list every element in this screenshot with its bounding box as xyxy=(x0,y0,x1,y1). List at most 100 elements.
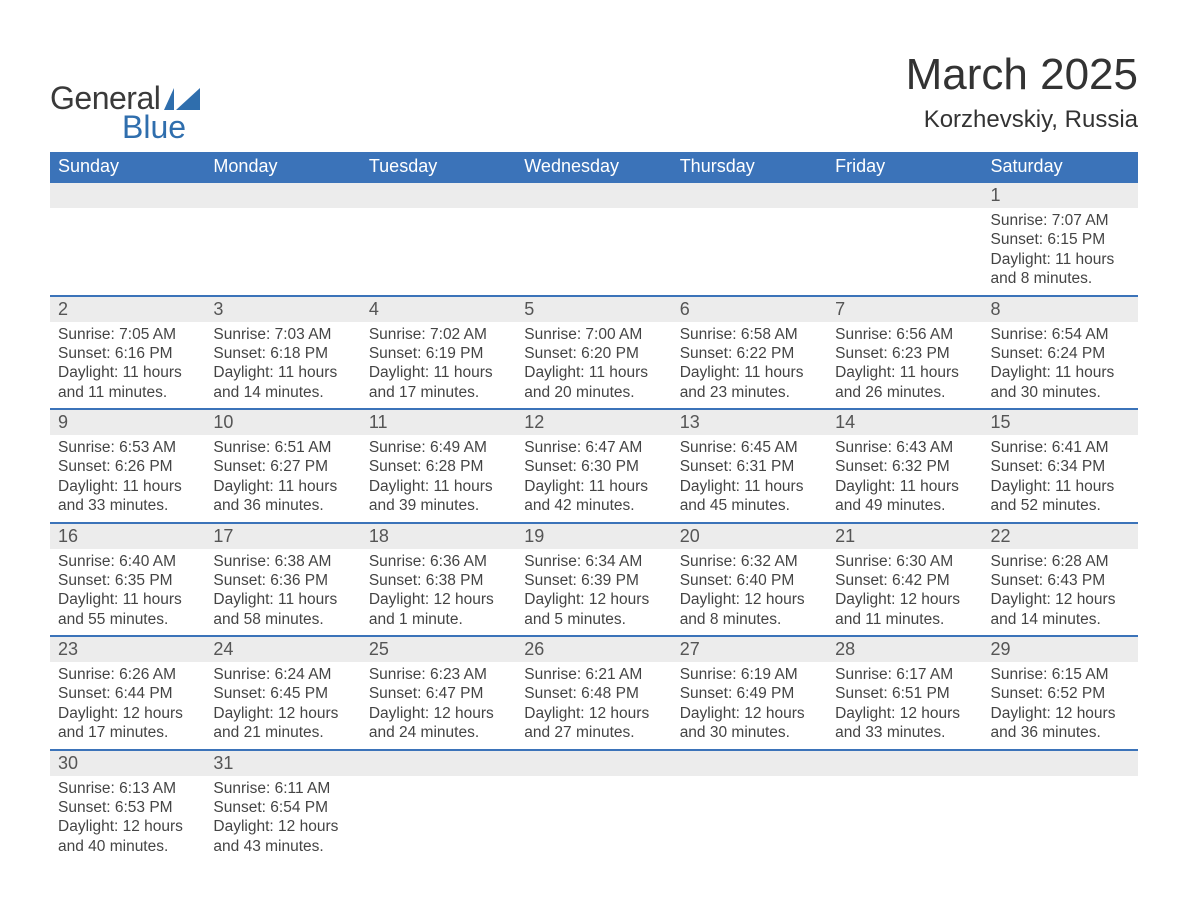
calendar-day-cell: 27Sunrise: 6:19 AMSunset: 6:49 PMDayligh… xyxy=(672,636,827,750)
brand-logo: General Blue xyxy=(50,50,200,146)
day-number: 19 xyxy=(516,524,671,549)
weekday-header: Sunday xyxy=(50,152,205,182)
daylight-line: Daylight: 12 hours and 17 minutes. xyxy=(58,704,197,743)
day-number: 17 xyxy=(205,524,360,549)
day-body: Sunrise: 6:45 AMSunset: 6:31 PMDaylight:… xyxy=(672,435,827,522)
sunrise-line: Sunrise: 6:41 AM xyxy=(991,438,1130,457)
day-body xyxy=(205,208,360,236)
day-number: 18 xyxy=(361,524,516,549)
day-body: Sunrise: 6:38 AMSunset: 6:36 PMDaylight:… xyxy=(205,549,360,636)
calendar-week-row: 16Sunrise: 6:40 AMSunset: 6:35 PMDayligh… xyxy=(50,523,1138,637)
weekday-header: Monday xyxy=(205,152,360,182)
calendar-day-cell: 10Sunrise: 6:51 AMSunset: 6:27 PMDayligh… xyxy=(205,409,360,523)
day-body: Sunrise: 6:21 AMSunset: 6:48 PMDaylight:… xyxy=(516,662,671,749)
calendar-day-cell: 17Sunrise: 6:38 AMSunset: 6:36 PMDayligh… xyxy=(205,523,360,637)
sunrise-line: Sunrise: 6:15 AM xyxy=(991,665,1130,684)
day-number: 23 xyxy=(50,637,205,662)
calendar-day-cell: 5Sunrise: 7:00 AMSunset: 6:20 PMDaylight… xyxy=(516,296,671,410)
day-body: Sunrise: 6:13 AMSunset: 6:53 PMDaylight:… xyxy=(50,776,205,863)
day-body: Sunrise: 6:58 AMSunset: 6:22 PMDaylight:… xyxy=(672,322,827,409)
calendar-day-cell xyxy=(50,182,205,296)
sunset-line: Sunset: 6:53 PM xyxy=(58,798,197,817)
day-number: 9 xyxy=(50,410,205,435)
day-number: 26 xyxy=(516,637,671,662)
day-number: 2 xyxy=(50,297,205,322)
day-body xyxy=(672,776,827,804)
daylight-line: Daylight: 11 hours and 14 minutes. xyxy=(213,363,352,402)
day-number: 4 xyxy=(361,297,516,322)
day-number: 5 xyxy=(516,297,671,322)
sunset-line: Sunset: 6:52 PM xyxy=(991,684,1130,703)
daylight-line: Daylight: 11 hours and 52 minutes. xyxy=(991,477,1130,516)
calendar-day-cell: 12Sunrise: 6:47 AMSunset: 6:30 PMDayligh… xyxy=(516,409,671,523)
day-body: Sunrise: 7:00 AMSunset: 6:20 PMDaylight:… xyxy=(516,322,671,409)
sunrise-line: Sunrise: 6:30 AM xyxy=(835,552,974,571)
sunrise-line: Sunrise: 6:40 AM xyxy=(58,552,197,571)
sunset-line: Sunset: 6:45 PM xyxy=(213,684,352,703)
day-number xyxy=(672,751,827,776)
daylight-line: Daylight: 11 hours and 33 minutes. xyxy=(58,477,197,516)
sunset-line: Sunset: 6:42 PM xyxy=(835,571,974,590)
day-number: 7 xyxy=(827,297,982,322)
calendar-day-cell: 9Sunrise: 6:53 AMSunset: 6:26 PMDaylight… xyxy=(50,409,205,523)
sunset-line: Sunset: 6:19 PM xyxy=(369,344,508,363)
day-number: 6 xyxy=(672,297,827,322)
calendar-day-cell: 7Sunrise: 6:56 AMSunset: 6:23 PMDaylight… xyxy=(827,296,982,410)
sunrise-line: Sunrise: 6:51 AM xyxy=(213,438,352,457)
day-body: Sunrise: 7:05 AMSunset: 6:16 PMDaylight:… xyxy=(50,322,205,409)
day-number xyxy=(516,183,671,208)
sunset-line: Sunset: 6:35 PM xyxy=(58,571,197,590)
calendar-header: SundayMondayTuesdayWednesdayThursdayFrid… xyxy=(50,152,1138,182)
calendar-day-cell xyxy=(361,182,516,296)
sunrise-line: Sunrise: 6:23 AM xyxy=(369,665,508,684)
daylight-line: Daylight: 12 hours and 33 minutes. xyxy=(835,704,974,743)
calendar-day-cell: 2Sunrise: 7:05 AMSunset: 6:16 PMDaylight… xyxy=(50,296,205,410)
sunset-line: Sunset: 6:39 PM xyxy=(524,571,663,590)
calendar-day-cell: 29Sunrise: 6:15 AMSunset: 6:52 PMDayligh… xyxy=(983,636,1138,750)
daylight-line: Daylight: 12 hours and 40 minutes. xyxy=(58,817,197,856)
sunset-line: Sunset: 6:27 PM xyxy=(213,457,352,476)
sunrise-line: Sunrise: 6:47 AM xyxy=(524,438,663,457)
day-number: 12 xyxy=(516,410,671,435)
sunrise-line: Sunrise: 7:03 AM xyxy=(213,325,352,344)
daylight-line: Daylight: 11 hours and 30 minutes. xyxy=(991,363,1130,402)
sunrise-line: Sunrise: 6:11 AM xyxy=(213,779,352,798)
title-area: March 2025 Korzhevskiy, Russia xyxy=(906,50,1138,134)
calendar-day-cell xyxy=(516,182,671,296)
brand-flag-icon xyxy=(164,88,200,110)
sunrise-line: Sunrise: 6:43 AM xyxy=(835,438,974,457)
day-number: 25 xyxy=(361,637,516,662)
calendar-day-cell xyxy=(361,750,516,863)
day-number xyxy=(983,751,1138,776)
sunset-line: Sunset: 6:15 PM xyxy=(991,230,1130,249)
daylight-line: Daylight: 12 hours and 8 minutes. xyxy=(680,590,819,629)
weekday-header: Saturday xyxy=(983,152,1138,182)
sunset-line: Sunset: 6:48 PM xyxy=(524,684,663,703)
daylight-line: Daylight: 11 hours and 55 minutes. xyxy=(58,590,197,629)
sunrise-line: Sunrise: 7:05 AM xyxy=(58,325,197,344)
sunrise-line: Sunrise: 7:07 AM xyxy=(991,211,1130,230)
location-label: Korzhevskiy, Russia xyxy=(906,106,1138,134)
day-body: Sunrise: 7:02 AMSunset: 6:19 PMDaylight:… xyxy=(361,322,516,409)
day-number: 27 xyxy=(672,637,827,662)
calendar-day-cell: 18Sunrise: 6:36 AMSunset: 6:38 PMDayligh… xyxy=(361,523,516,637)
sunset-line: Sunset: 6:23 PM xyxy=(835,344,974,363)
day-body xyxy=(827,208,982,236)
sunset-line: Sunset: 6:32 PM xyxy=(835,457,974,476)
calendar-table: SundayMondayTuesdayWednesdayThursdayFrid… xyxy=(50,152,1138,862)
sunset-line: Sunset: 6:36 PM xyxy=(213,571,352,590)
daylight-line: Daylight: 11 hours and 39 minutes. xyxy=(369,477,508,516)
daylight-line: Daylight: 11 hours and 26 minutes. xyxy=(835,363,974,402)
day-number: 30 xyxy=(50,751,205,776)
sunrise-line: Sunrise: 7:00 AM xyxy=(524,325,663,344)
calendar-day-cell: 15Sunrise: 6:41 AMSunset: 6:34 PMDayligh… xyxy=(983,409,1138,523)
calendar-day-cell: 22Sunrise: 6:28 AMSunset: 6:43 PMDayligh… xyxy=(983,523,1138,637)
calendar-day-cell: 30Sunrise: 6:13 AMSunset: 6:53 PMDayligh… xyxy=(50,750,205,863)
sunrise-line: Sunrise: 6:13 AM xyxy=(58,779,197,798)
day-body xyxy=(50,208,205,236)
calendar-day-cell: 14Sunrise: 6:43 AMSunset: 6:32 PMDayligh… xyxy=(827,409,982,523)
day-number: 10 xyxy=(205,410,360,435)
day-number: 1 xyxy=(983,183,1138,208)
sunset-line: Sunset: 6:47 PM xyxy=(369,684,508,703)
calendar-day-cell xyxy=(827,750,982,863)
